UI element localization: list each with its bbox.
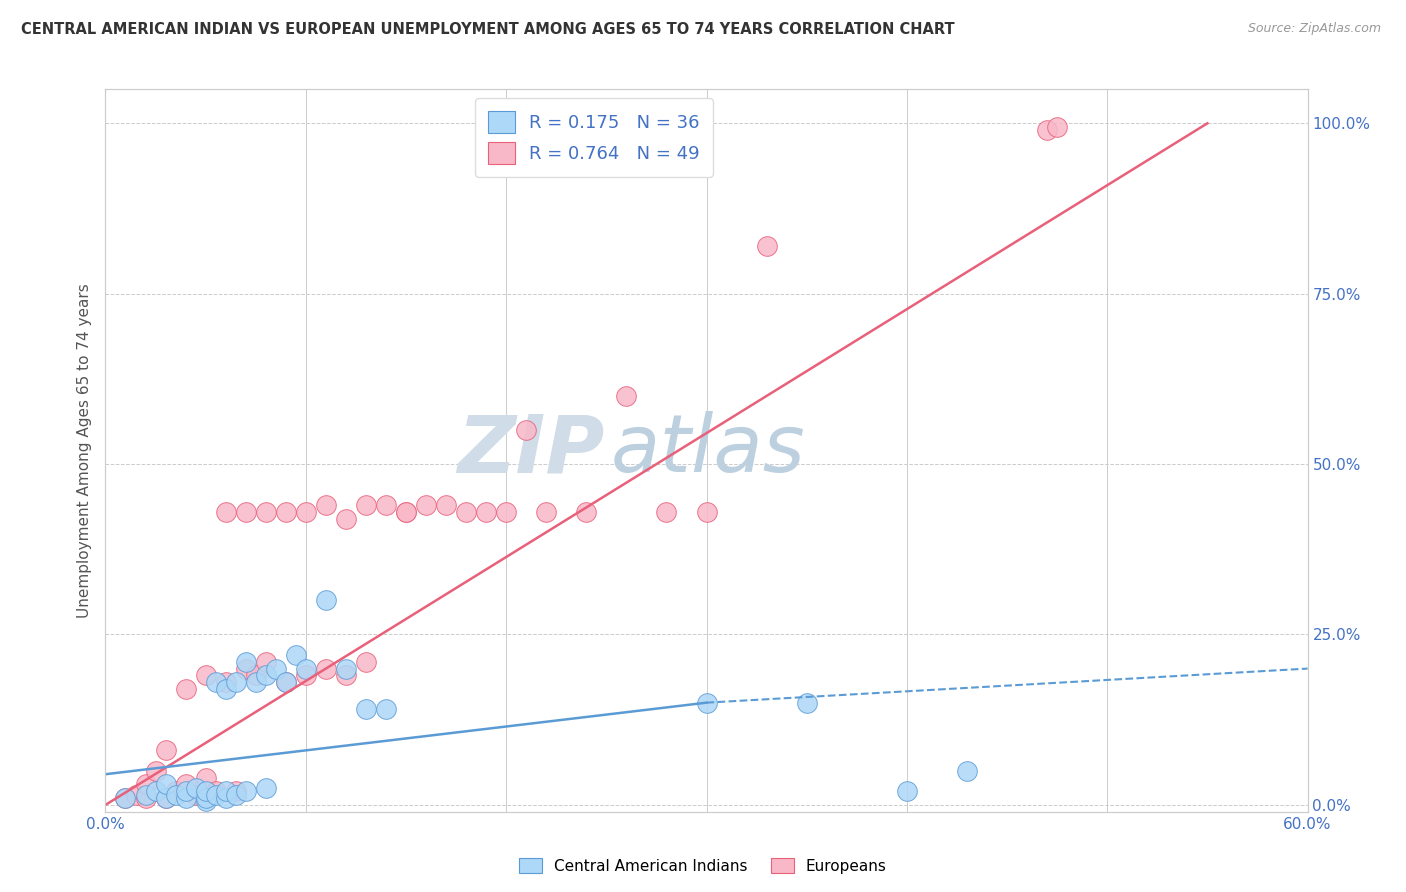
Point [796,696,818,710]
Point [655,505,678,519]
Point [204,784,226,798]
Point [335,511,357,525]
Legend: R = 0.175   N = 36, R = 0.764   N = 49: R = 0.175 N = 36, R = 0.764 N = 49 [475,98,713,177]
Point [214,784,236,798]
Y-axis label: Unemployment Among Ages 65 to 74 years: Unemployment Among Ages 65 to 74 years [77,283,93,618]
Point [214,791,236,805]
Point [155,777,177,791]
Point [1046,120,1069,134]
Point [204,675,226,690]
Point [194,784,217,798]
Point [194,791,217,805]
Point [284,648,307,662]
Point [274,675,297,690]
Point [295,505,318,519]
Point [145,784,167,798]
Point [515,423,537,437]
Point [616,389,638,403]
Text: ZIP: ZIP [457,411,605,490]
Point [956,764,979,778]
Point [335,668,357,682]
Point [264,662,287,676]
Point [235,662,257,676]
Point [214,675,236,690]
Point [896,784,918,798]
Point [315,593,337,607]
Point [434,498,457,512]
Point [174,681,197,696]
Point [135,777,157,791]
Point [135,788,157,802]
Point [155,791,177,805]
Point [184,788,207,802]
Point [124,788,146,802]
Point [174,777,197,791]
Point [415,498,437,512]
Text: atlas: atlas [610,411,806,490]
Point [225,784,247,798]
Point [254,780,277,795]
Point [235,784,257,798]
Point [225,788,247,802]
Point [315,662,337,676]
Point [374,702,398,716]
Point [245,675,267,690]
Point [475,505,498,519]
Point [194,771,217,785]
Point [696,696,718,710]
Point [114,791,136,805]
Point [696,505,718,519]
Point [165,788,187,802]
Point [204,788,226,802]
Point [254,505,277,519]
Point [456,505,478,519]
Point [374,498,398,512]
Point [235,655,257,669]
Point [174,791,197,805]
Point [274,505,297,519]
Point [165,784,187,798]
Point [194,668,217,682]
Point [335,662,357,676]
Point [354,655,377,669]
Point [155,791,177,805]
Point [354,702,377,716]
Point [575,505,598,519]
Point [395,505,418,519]
Point [214,681,236,696]
Point [495,505,517,519]
Point [354,498,377,512]
Point [135,791,157,805]
Point [155,743,177,757]
Point [114,791,136,805]
Point [235,505,257,519]
Point [274,675,297,690]
Point [254,668,277,682]
Point [534,505,557,519]
Point [174,784,197,798]
Point [395,505,418,519]
Point [245,668,267,682]
Text: CENTRAL AMERICAN INDIAN VS EUROPEAN UNEMPLOYMENT AMONG AGES 65 TO 74 YEARS CORRE: CENTRAL AMERICAN INDIAN VS EUROPEAN UNEM… [21,22,955,37]
Point [214,505,236,519]
Point [254,655,277,669]
Point [194,795,217,809]
Point [315,498,337,512]
Point [145,764,167,778]
Legend: Central American Indians, Europeans: Central American Indians, Europeans [513,852,893,880]
Point [295,668,318,682]
Point [184,780,207,795]
Point [295,662,318,676]
Text: Source: ZipAtlas.com: Source: ZipAtlas.com [1247,22,1381,36]
Point [1036,123,1059,137]
Point [225,675,247,690]
Point [755,239,778,253]
